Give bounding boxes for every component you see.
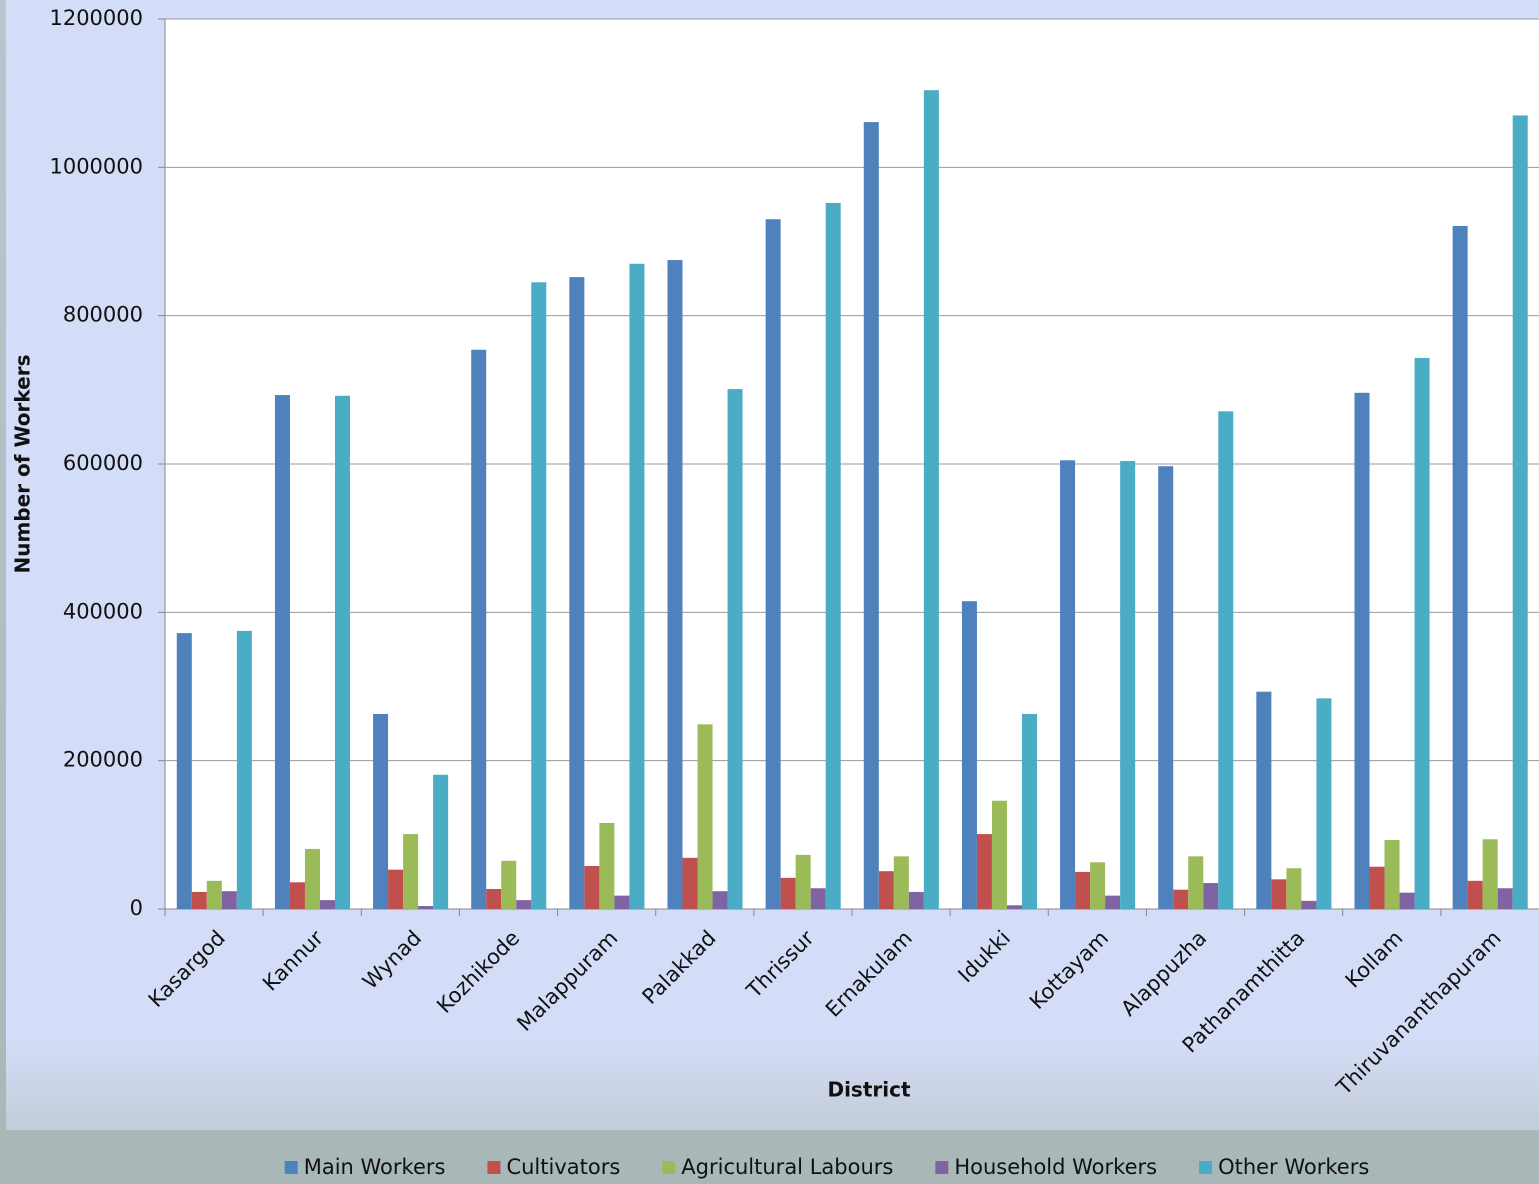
bar [418,906,434,909]
bar [516,900,532,909]
legend-label: Agricultural Labours [681,1155,893,1179]
bar [878,871,894,909]
bar [1286,868,1302,909]
bar [765,219,781,909]
bar [289,882,305,909]
bar [599,822,615,909]
bar [923,90,939,909]
y-tick-label: 0 [130,896,143,920]
bar [274,395,290,909]
bar [908,891,924,909]
bar [780,877,796,909]
bar [1173,889,1189,909]
bar [433,774,449,909]
bar [373,713,389,909]
bar [1256,691,1272,909]
bar [471,349,487,909]
bar [1006,905,1022,909]
legend-label: Cultivators [506,1155,620,1179]
bar [893,856,909,909]
bar [727,389,743,909]
legend-label: Main Workers [304,1155,446,1179]
bar [863,122,879,909]
bar [206,880,222,909]
bar [388,869,404,909]
bar [1482,839,1498,909]
bar [1060,460,1076,909]
bar [334,395,350,909]
bar [584,865,600,909]
bar [221,891,237,909]
bar [1218,411,1234,909]
bar [191,891,207,909]
bar [1090,862,1106,909]
bar [825,202,841,909]
bar [1316,698,1332,909]
y-tick-label: 1200000 [49,6,143,30]
bar [486,888,502,909]
bar [682,857,698,909]
legend-swatch [1199,1161,1213,1174]
legend-swatch [662,1161,676,1174]
legend-swatch [487,1161,501,1174]
y-tick-label: 400000 [63,599,143,623]
legend-label: Household Workers [954,1155,1157,1179]
legend-swatch [284,1161,298,1174]
bar [1120,461,1136,909]
legend-label: Other Workers [1218,1155,1369,1179]
y-tick-label: 800000 [63,303,143,327]
bar [1512,115,1528,909]
y-axis-title: Number of Workers [11,355,35,574]
bar [810,888,826,909]
bar [1414,357,1430,910]
bar [795,854,811,909]
y-tick-label: 200000 [63,748,143,772]
bar [236,630,252,909]
bar [1203,883,1219,909]
bar [1271,879,1287,909]
bar [1399,892,1415,909]
y-tick-label: 600000 [63,451,143,475]
bar [1021,713,1037,909]
y-tick-label: 1000000 [49,154,143,178]
x-axis-title: District [827,1078,910,1102]
bar [531,282,547,910]
bar [1158,466,1174,909]
bar [629,263,645,909]
bar [961,601,977,909]
bar [1369,866,1385,909]
bar [1301,900,1317,909]
bar [991,800,1007,909]
legend-swatch [935,1161,949,1174]
bar [1188,856,1204,909]
bar [667,260,683,910]
bar [319,900,335,909]
bar [403,834,419,909]
bar [697,724,713,909]
bar [976,834,992,909]
bar [1497,888,1513,909]
bar [569,277,585,910]
bar [1075,871,1091,909]
bar [1354,392,1370,909]
bar [1105,895,1121,909]
bar [1384,840,1400,909]
bar [712,891,728,909]
bar [1467,880,1483,909]
bar [1452,225,1468,910]
bar [501,860,517,909]
bar [304,848,320,909]
bar [176,633,192,909]
bar [614,895,630,909]
